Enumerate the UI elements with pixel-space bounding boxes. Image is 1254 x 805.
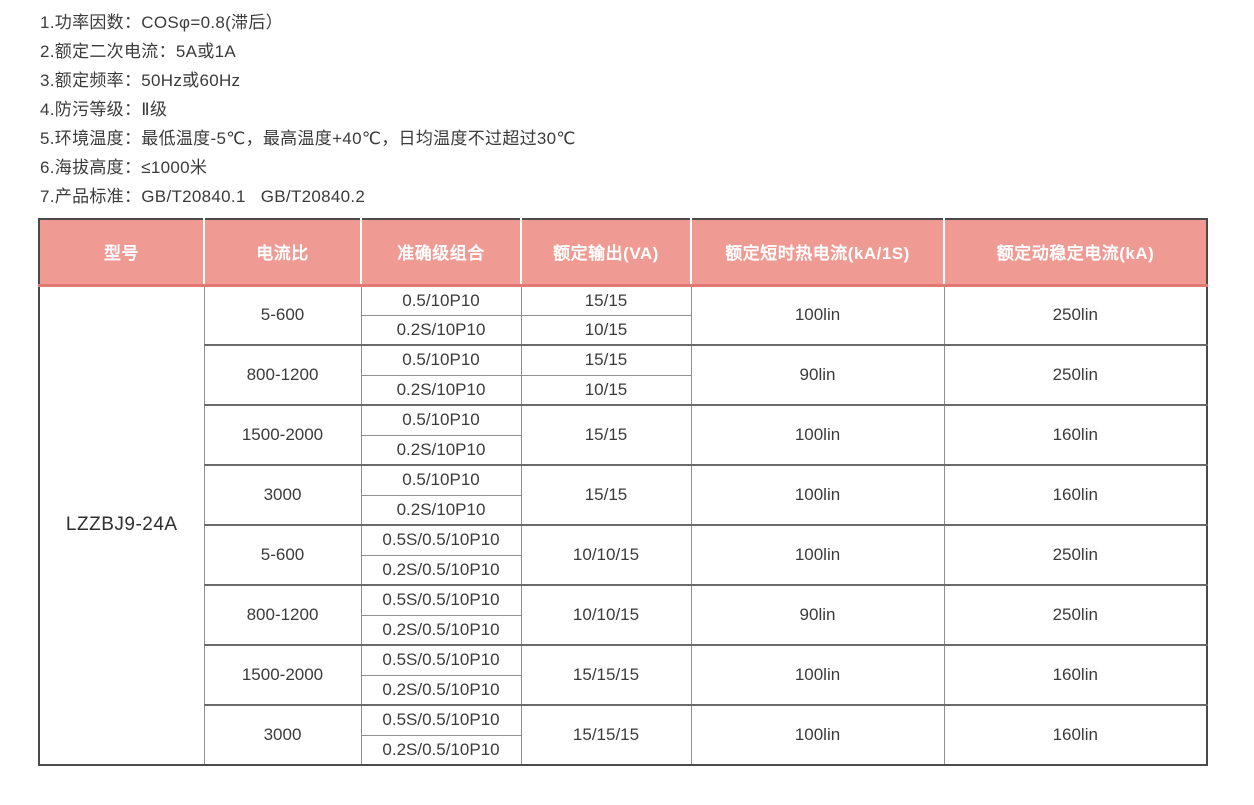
- ratings-table: 型号 电流比 准确级组合 额定输出(VA) 额定短时热电流(kA/1S) 额定动稳定电流(…: [38, 218, 1208, 766]
- thermal-current-cell: 90lin: [690, 584, 945, 646]
- table-row: 0.2S/0.5/10P10: [39, 554, 1207, 586]
- accuracy-cell: 0.2S/10P10: [360, 494, 522, 526]
- thermal-current-cell: 90lin: [690, 344, 945, 406]
- accuracy-cell: 0.2S/0.5/10P10: [360, 674, 522, 706]
- table-row: 1500-2000 0.5S/0.5/10P10 15/15/15 100lin 160…: [39, 644, 1208, 706]
- thermal-current-cell: 100lin: [690, 284, 945, 346]
- thermal-current-cell: 100lin: [690, 464, 945, 526]
- column-header: 电流比: [203, 219, 362, 287]
- table-row: 800-1200 0.5S/0.5/10P10 10/10/15 90lin 250li…: [39, 584, 1208, 646]
- column-header: 额定输出(VA): [520, 219, 692, 287]
- thermal-current-cell: 100lin: [690, 644, 945, 706]
- ratio-cell: 800-1200: [203, 344, 362, 406]
- thermal-current-cell: 100lin: [690, 704, 945, 766]
- rated-output-cell: 15/15: [520, 404, 692, 466]
- accuracy-cell: 0.2S/10P10: [360, 434, 522, 466]
- column-header: 额定动稳定电流(kA): [943, 219, 1208, 287]
- table-row: 3000 0.5/10P10 15/15 100lin 160lin: [39, 464, 1208, 526]
- table-body: LZZBJ9-24A 5-600 0.5/10P10 15/15 100lin 250li…: [38, 284, 1208, 766]
- column-header: 准确级组合: [360, 219, 522, 287]
- rated-output-cell: 15/15/15: [520, 644, 692, 706]
- column-header: 型号: [38, 219, 205, 287]
- dynamic-current-cell: 160lin: [943, 704, 1208, 766]
- table-row: 5-600 0.5S/0.5/10P10 10/10/15 100lin 250lin: [39, 524, 1208, 586]
- accuracy-cell: 0.2S/10P10: [360, 314, 522, 346]
- ratio-cell: 3000: [203, 464, 362, 526]
- rated-output-cell: 15/15: [520, 344, 692, 376]
- rated-output-cell: 10/10/15: [520, 524, 692, 586]
- ratio-cell: 5-600: [203, 524, 362, 586]
- dynamic-current-cell: 250lin: [943, 524, 1208, 586]
- accuracy-cell: 0.2S/0.5/10P10: [360, 614, 522, 646]
- spec-line: 4.防污等级：Ⅱ级: [40, 100, 168, 119]
- table-header-row: 型号 电流比 准确级组合 额定输出(VA) 额定短时热电流(kA/1S) 额定动稳定电流(…: [38, 219, 1208, 287]
- dynamic-current-cell: 160lin: [943, 464, 1208, 526]
- rated-output-cell: 10/15: [520, 314, 692, 346]
- rated-output-cell: 15/15/15: [520, 704, 692, 766]
- spec-line: 6.海拔高度：≤1000米: [40, 158, 208, 177]
- table-row: 0.2S/0.5/10P10: [39, 734, 1207, 766]
- spec-line: 5.环境温度：最低温度-5℃，最高温度+40℃，日均温度不过超过30℃: [40, 129, 576, 148]
- spec-line: 3.额定频率：50Hz或60Hz: [40, 71, 241, 90]
- accuracy-cell: 0.5S/0.5/10P10: [360, 704, 522, 736]
- accuracy-cell: 0.5/10P10: [360, 284, 522, 316]
- accuracy-cell: 0.5/10P10: [360, 344, 522, 376]
- rated-output-cell: 15/15: [520, 284, 692, 316]
- accuracy-cell: 0.5S/0.5/10P10: [360, 644, 522, 676]
- dynamic-current-cell: 250lin: [943, 584, 1208, 646]
- rated-output-cell: 10/10/15: [520, 584, 692, 646]
- table-row: 0.2S/10P10: [39, 494, 1207, 526]
- dynamic-current-cell: 250lin: [943, 284, 1208, 346]
- ratio-cell: 3000: [203, 704, 362, 766]
- spec-line: 7.产品标准：GB/T20840.1 GB/T20840.2: [40, 187, 366, 206]
- table-row: 800-1200 0.5/10P10 15/15 90lin 250lin: [39, 344, 1208, 406]
- spec-list: 1.功率因数：COSφ=0.8(滞后） 2.额定二次电流：5A或1A 3.额定频率：…: [0, 6, 1254, 211]
- model-cell: LZZBJ9-24A: [38, 284, 205, 766]
- accuracy-cell: 0.5/10P10: [360, 404, 522, 436]
- table-row: 3000 0.5S/0.5/10P10 15/15/15 100lin 160lin: [39, 704, 1208, 766]
- accuracy-cell: 0.5S/0.5/10P10: [360, 524, 522, 556]
- accuracy-cell: 0.2S/0.5/10P10: [360, 734, 522, 766]
- rated-output-cell: 10/15: [520, 374, 692, 406]
- spec-line: 1.功率因数：COSφ=0.8(滞后）: [40, 13, 283, 32]
- table-row: 0.2S/10P10: [39, 434, 1207, 466]
- spec-line: 2.额定二次电流：5A或1A: [40, 42, 236, 61]
- rated-output-cell: 15/15: [520, 464, 692, 526]
- table-row: 0.2S/10P10 10/15: [39, 314, 1207, 346]
- thermal-current-cell: 100lin: [690, 404, 945, 466]
- ratio-cell: 5-600: [203, 284, 362, 346]
- ratio-cell: 1500-2000: [203, 404, 362, 466]
- accuracy-cell: 0.5/10P10: [360, 464, 522, 496]
- accuracy-cell: 0.2S/0.5/10P10: [360, 554, 522, 586]
- ratio-cell: 800-1200: [203, 584, 362, 646]
- dynamic-current-cell: 160lin: [943, 404, 1208, 466]
- thermal-current-cell: 100lin: [690, 524, 945, 586]
- dynamic-current-cell: 160lin: [943, 644, 1208, 706]
- column-header: 额定短时热电流(kA/1S): [690, 219, 945, 287]
- ratio-cell: 1500-2000: [203, 644, 362, 706]
- table-row: LZZBJ9-24A 5-600 0.5/10P10 15/15 100lin 250li…: [38, 284, 1208, 766]
- accuracy-cell: 0.5S/0.5/10P10: [360, 584, 522, 616]
- table-row: 1500-2000 0.5/10P10 15/15 100lin 160lin: [39, 404, 1208, 466]
- table-row: 0.2S/0.5/10P10: [39, 674, 1207, 706]
- dynamic-current-cell: 250lin: [943, 344, 1208, 406]
- accuracy-cell: 0.2S/10P10: [360, 374, 522, 406]
- table-row: 0.2S/0.5/10P10: [39, 614, 1207, 646]
